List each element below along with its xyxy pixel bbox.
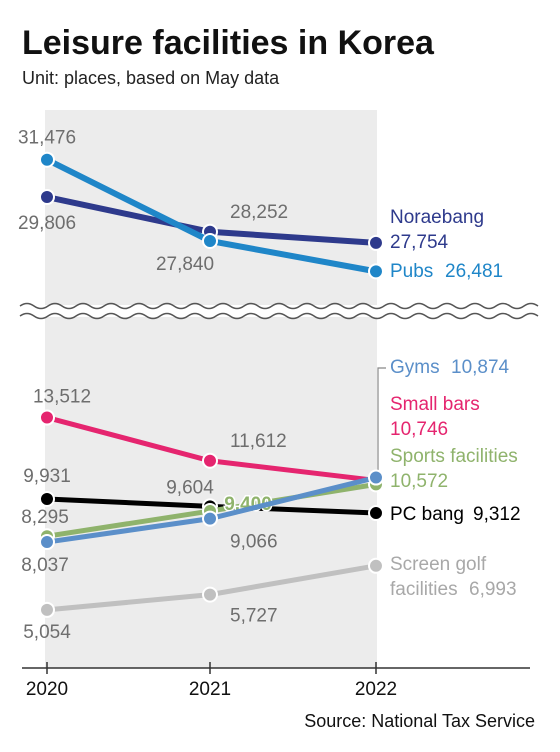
data-label: 29,806 [18, 213, 76, 234]
data-point [39, 534, 55, 551]
data-point [202, 586, 218, 603]
data-point [39, 189, 55, 206]
legend-name: Screen golf facilities [390, 554, 487, 600]
legend-value: 10,874 [451, 357, 510, 378]
legend-value: 6,993 [469, 579, 517, 600]
data-point [368, 234, 384, 251]
legend-name: Small bars [390, 394, 480, 415]
data-label: 5,054 [23, 622, 71, 643]
data-label: 9,931 [23, 466, 71, 487]
data-point [202, 232, 218, 249]
data-label: 5,727 [230, 606, 278, 627]
legend-value: 9,312 [473, 504, 521, 525]
legend-name: Gyms [390, 357, 440, 378]
data-point [368, 263, 384, 280]
axis-break [19, 302, 539, 310]
data-point [368, 505, 384, 522]
axis-break-gap [0, 305, 560, 317]
plot-band [45, 110, 377, 668]
data-label: 8,037 [21, 555, 69, 576]
legend-value: 10,746 [390, 419, 449, 440]
legend-name: Sports facilities [390, 446, 518, 467]
data-point [368, 557, 384, 574]
data-label: 9,604 [166, 477, 214, 498]
chart-title: Leisure facilities in Korea [22, 24, 435, 62]
data-point [202, 510, 218, 527]
data-point [202, 452, 218, 469]
x-tick-label: 2020 [26, 679, 68, 700]
x-tick-label: 2022 [355, 679, 397, 700]
data-point [39, 601, 55, 618]
data-label: 27,840 [156, 254, 214, 275]
data-label: 13,512 [33, 387, 91, 408]
source: Source: National Tax Service [304, 711, 535, 731]
data-point [368, 469, 384, 486]
x-tick-label: 2021 [189, 679, 231, 700]
legend-name: PC bang [390, 504, 464, 525]
data-label: 9,066 [230, 532, 278, 553]
legend-value: 27,754 [390, 232, 449, 253]
legend-bracket [377, 367, 386, 478]
axis-break [19, 312, 539, 320]
legend-name: Noraebang [390, 207, 485, 228]
data-point [39, 490, 55, 507]
data-point [39, 409, 55, 426]
data-label: 11,612 [230, 431, 287, 452]
data-point [39, 151, 55, 168]
legend-value: 26,481 [445, 261, 504, 282]
data-label: 28,252 [230, 202, 288, 223]
data-label: 8,295 [21, 507, 69, 528]
legend-name: Pubs [390, 261, 434, 282]
data-label: 31,476 [18, 128, 76, 149]
chart-subtitle: Unit: places, based on May data [22, 68, 280, 88]
legend-value: 10,572 [390, 471, 449, 492]
